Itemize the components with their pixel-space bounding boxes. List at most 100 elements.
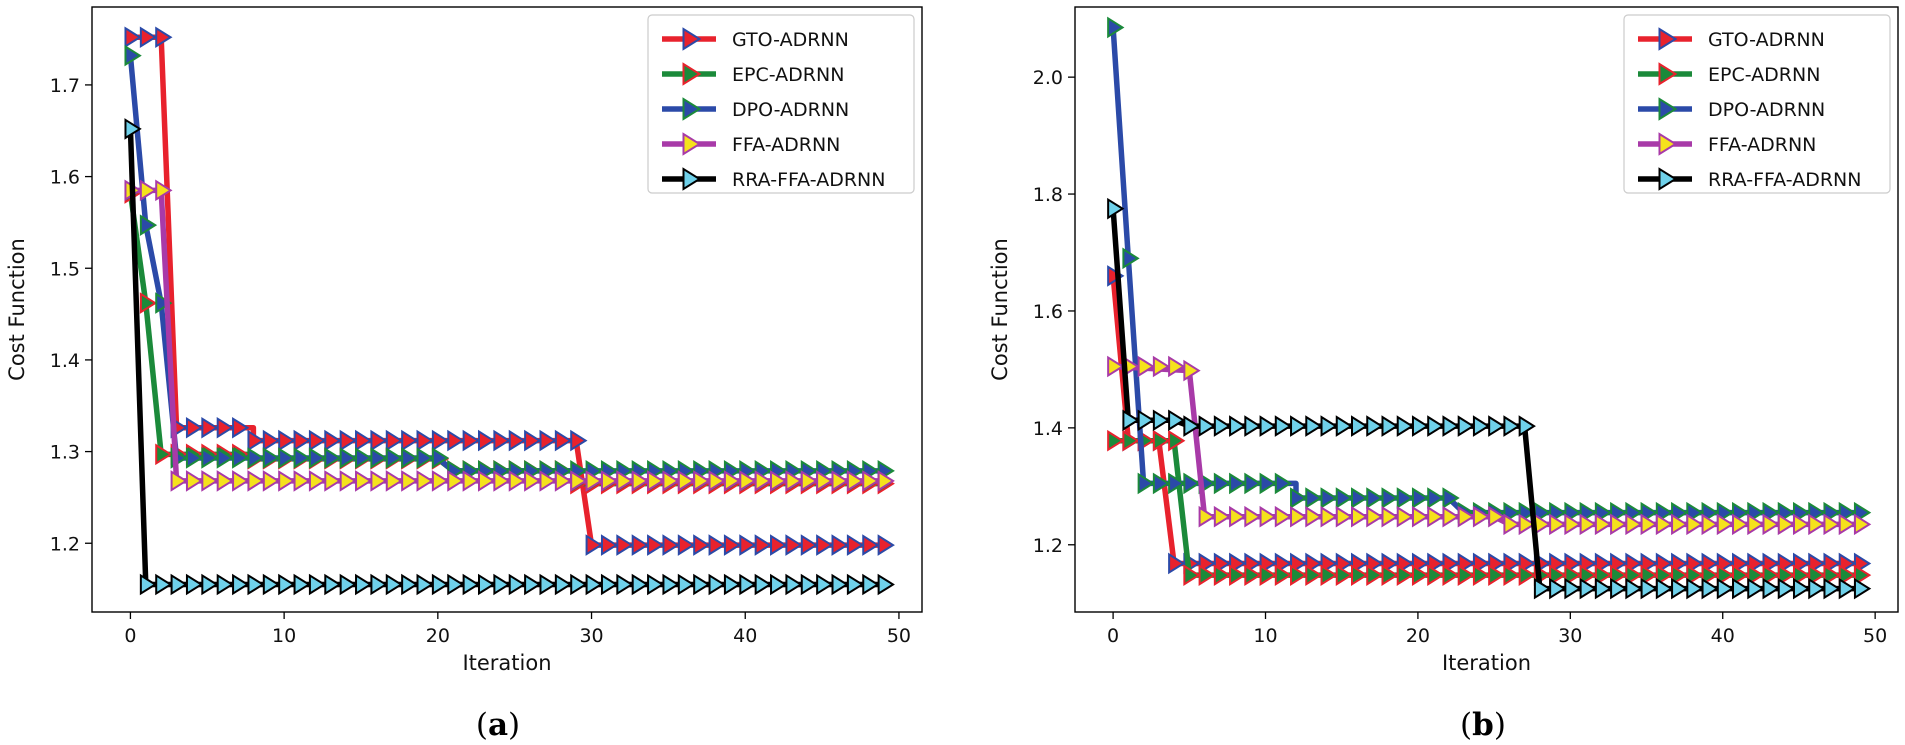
data-point (385, 470, 404, 492)
data-point (1229, 564, 1247, 586)
data-point (1274, 505, 1293, 528)
data-point (1335, 564, 1354, 586)
data-point (1229, 472, 1247, 495)
data-point (1594, 513, 1613, 536)
legend: GTO-ADRNN EPC-ADRNN DPO-ADRNN FFA-ADRNN RRA-… (1623, 14, 1891, 194)
data-point (293, 470, 311, 492)
data-point (785, 573, 803, 596)
data-point (739, 470, 757, 492)
data-point (293, 429, 311, 452)
data-point (416, 470, 434, 492)
data-point (754, 573, 772, 596)
data-point (770, 534, 788, 556)
data-point (355, 429, 373, 452)
data-point (1335, 415, 1354, 437)
data-point (1625, 564, 1643, 586)
data-point (324, 573, 342, 596)
data-point (1792, 564, 1811, 586)
data-point (1137, 355, 1155, 378)
x-axis-label: Iteration (462, 651, 551, 675)
data-point (754, 470, 772, 492)
data-point (1366, 564, 1384, 586)
data-point (554, 429, 573, 452)
legend-marker (682, 27, 702, 51)
data-point (1381, 505, 1399, 528)
series-line (127, 128, 884, 588)
data-point (431, 470, 450, 492)
data-point (1366, 415, 1384, 437)
data-point (1244, 564, 1262, 586)
data-point (185, 573, 204, 596)
data-point (1625, 577, 1643, 600)
data-point (201, 470, 219, 492)
data-point (1488, 415, 1506, 437)
data-point (155, 26, 173, 49)
data-point (1503, 564, 1521, 586)
data-point (401, 429, 419, 452)
data-point (1351, 564, 1369, 586)
data-point (831, 573, 849, 596)
data-point (1168, 472, 1186, 495)
data-point (1290, 487, 1308, 509)
x-tick-label: 10 (272, 625, 296, 647)
data-point (124, 44, 142, 67)
data-point (493, 573, 511, 596)
series-ffa-adrnn (124, 179, 895, 492)
series-line (130, 187, 884, 484)
data-point (339, 447, 357, 469)
data-point (1213, 564, 1232, 586)
data-point (385, 573, 404, 596)
data-point (1594, 564, 1613, 586)
data-point (693, 573, 711, 596)
data-point (155, 179, 173, 202)
data-point (524, 573, 542, 596)
data-point (708, 573, 726, 596)
legend-box (647, 14, 915, 194)
data-point (216, 573, 234, 596)
data-point (1290, 564, 1308, 586)
data-point (1442, 505, 1460, 528)
data-point (846, 573, 865, 596)
data-point (1107, 429, 1125, 452)
data-point (554, 470, 573, 492)
caption-close: ) (1494, 707, 1506, 743)
data-point (816, 573, 834, 596)
data-point (493, 470, 511, 492)
data-point (723, 573, 742, 596)
data-point (262, 447, 281, 469)
data-point (1853, 577, 1872, 600)
series-ffa-adrnn (1107, 355, 1872, 536)
data-point (247, 429, 265, 452)
legend-marker (682, 132, 702, 156)
data-point (723, 470, 742, 492)
data-point (1549, 577, 1567, 600)
data-point (1762, 564, 1780, 586)
data-point (1808, 577, 1826, 600)
data-point (585, 534, 603, 556)
data-point (278, 470, 296, 492)
data-point (1396, 487, 1415, 509)
data-point (1107, 355, 1125, 378)
data-point (1610, 513, 1628, 536)
chart-panel-a: 0 10 20 30 40 50 1.2 1.3 1.4 1.5 1.6 1.7 Iteration Co… (5, 6, 923, 743)
data-point (1152, 409, 1171, 432)
data-point (770, 573, 788, 596)
data-point (1168, 355, 1186, 378)
data-point (1747, 577, 1765, 600)
data-point (1732, 577, 1750, 600)
data-point (1792, 513, 1811, 536)
data-point (1137, 409, 1155, 432)
data-point (232, 416, 250, 439)
plot-area (1107, 16, 1872, 600)
data-point (1427, 505, 1445, 528)
data-point (1442, 415, 1460, 437)
panel-caption: (b) (1460, 707, 1506, 743)
data-point (370, 573, 388, 596)
data-point (1671, 564, 1689, 586)
data-point (1808, 564, 1826, 586)
data-point (1366, 505, 1384, 528)
data-point (1823, 577, 1841, 600)
data-point (1853, 513, 1872, 536)
data-point (1168, 552, 1186, 575)
